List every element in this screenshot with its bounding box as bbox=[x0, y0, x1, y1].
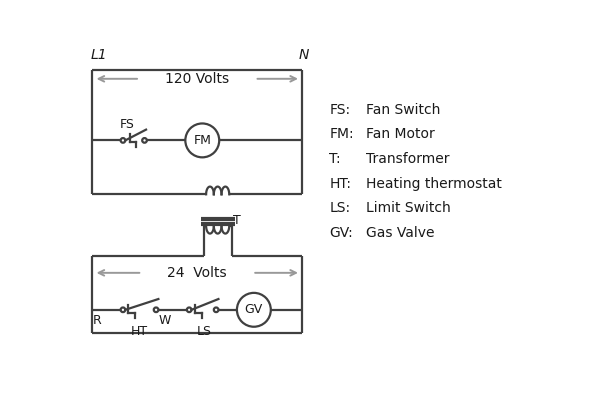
Text: 24  Volts: 24 Volts bbox=[168, 266, 227, 280]
Text: Fan Motor: Fan Motor bbox=[366, 127, 435, 141]
Text: FS: FS bbox=[120, 118, 135, 132]
Text: GV: GV bbox=[245, 303, 263, 316]
Text: HT:: HT: bbox=[329, 176, 351, 190]
Text: HT: HT bbox=[131, 325, 148, 338]
Text: T: T bbox=[233, 214, 241, 227]
Text: N: N bbox=[299, 48, 309, 62]
Text: Limit Switch: Limit Switch bbox=[366, 201, 451, 215]
Text: FS:: FS: bbox=[329, 103, 350, 117]
Text: LS:: LS: bbox=[329, 201, 350, 215]
Text: 120 Volts: 120 Volts bbox=[165, 72, 230, 86]
Text: L1: L1 bbox=[91, 48, 107, 62]
Text: Heating thermostat: Heating thermostat bbox=[366, 176, 502, 190]
Text: Gas Valve: Gas Valve bbox=[366, 226, 435, 240]
Text: R: R bbox=[93, 314, 101, 327]
Text: T:: T: bbox=[329, 152, 341, 166]
Text: Transformer: Transformer bbox=[366, 152, 450, 166]
Text: W: W bbox=[158, 314, 171, 327]
Text: FM:: FM: bbox=[329, 127, 354, 141]
Text: GV:: GV: bbox=[329, 226, 353, 240]
Text: Fan Switch: Fan Switch bbox=[366, 103, 441, 117]
Text: FM: FM bbox=[194, 134, 211, 147]
Text: LS: LS bbox=[196, 325, 212, 338]
